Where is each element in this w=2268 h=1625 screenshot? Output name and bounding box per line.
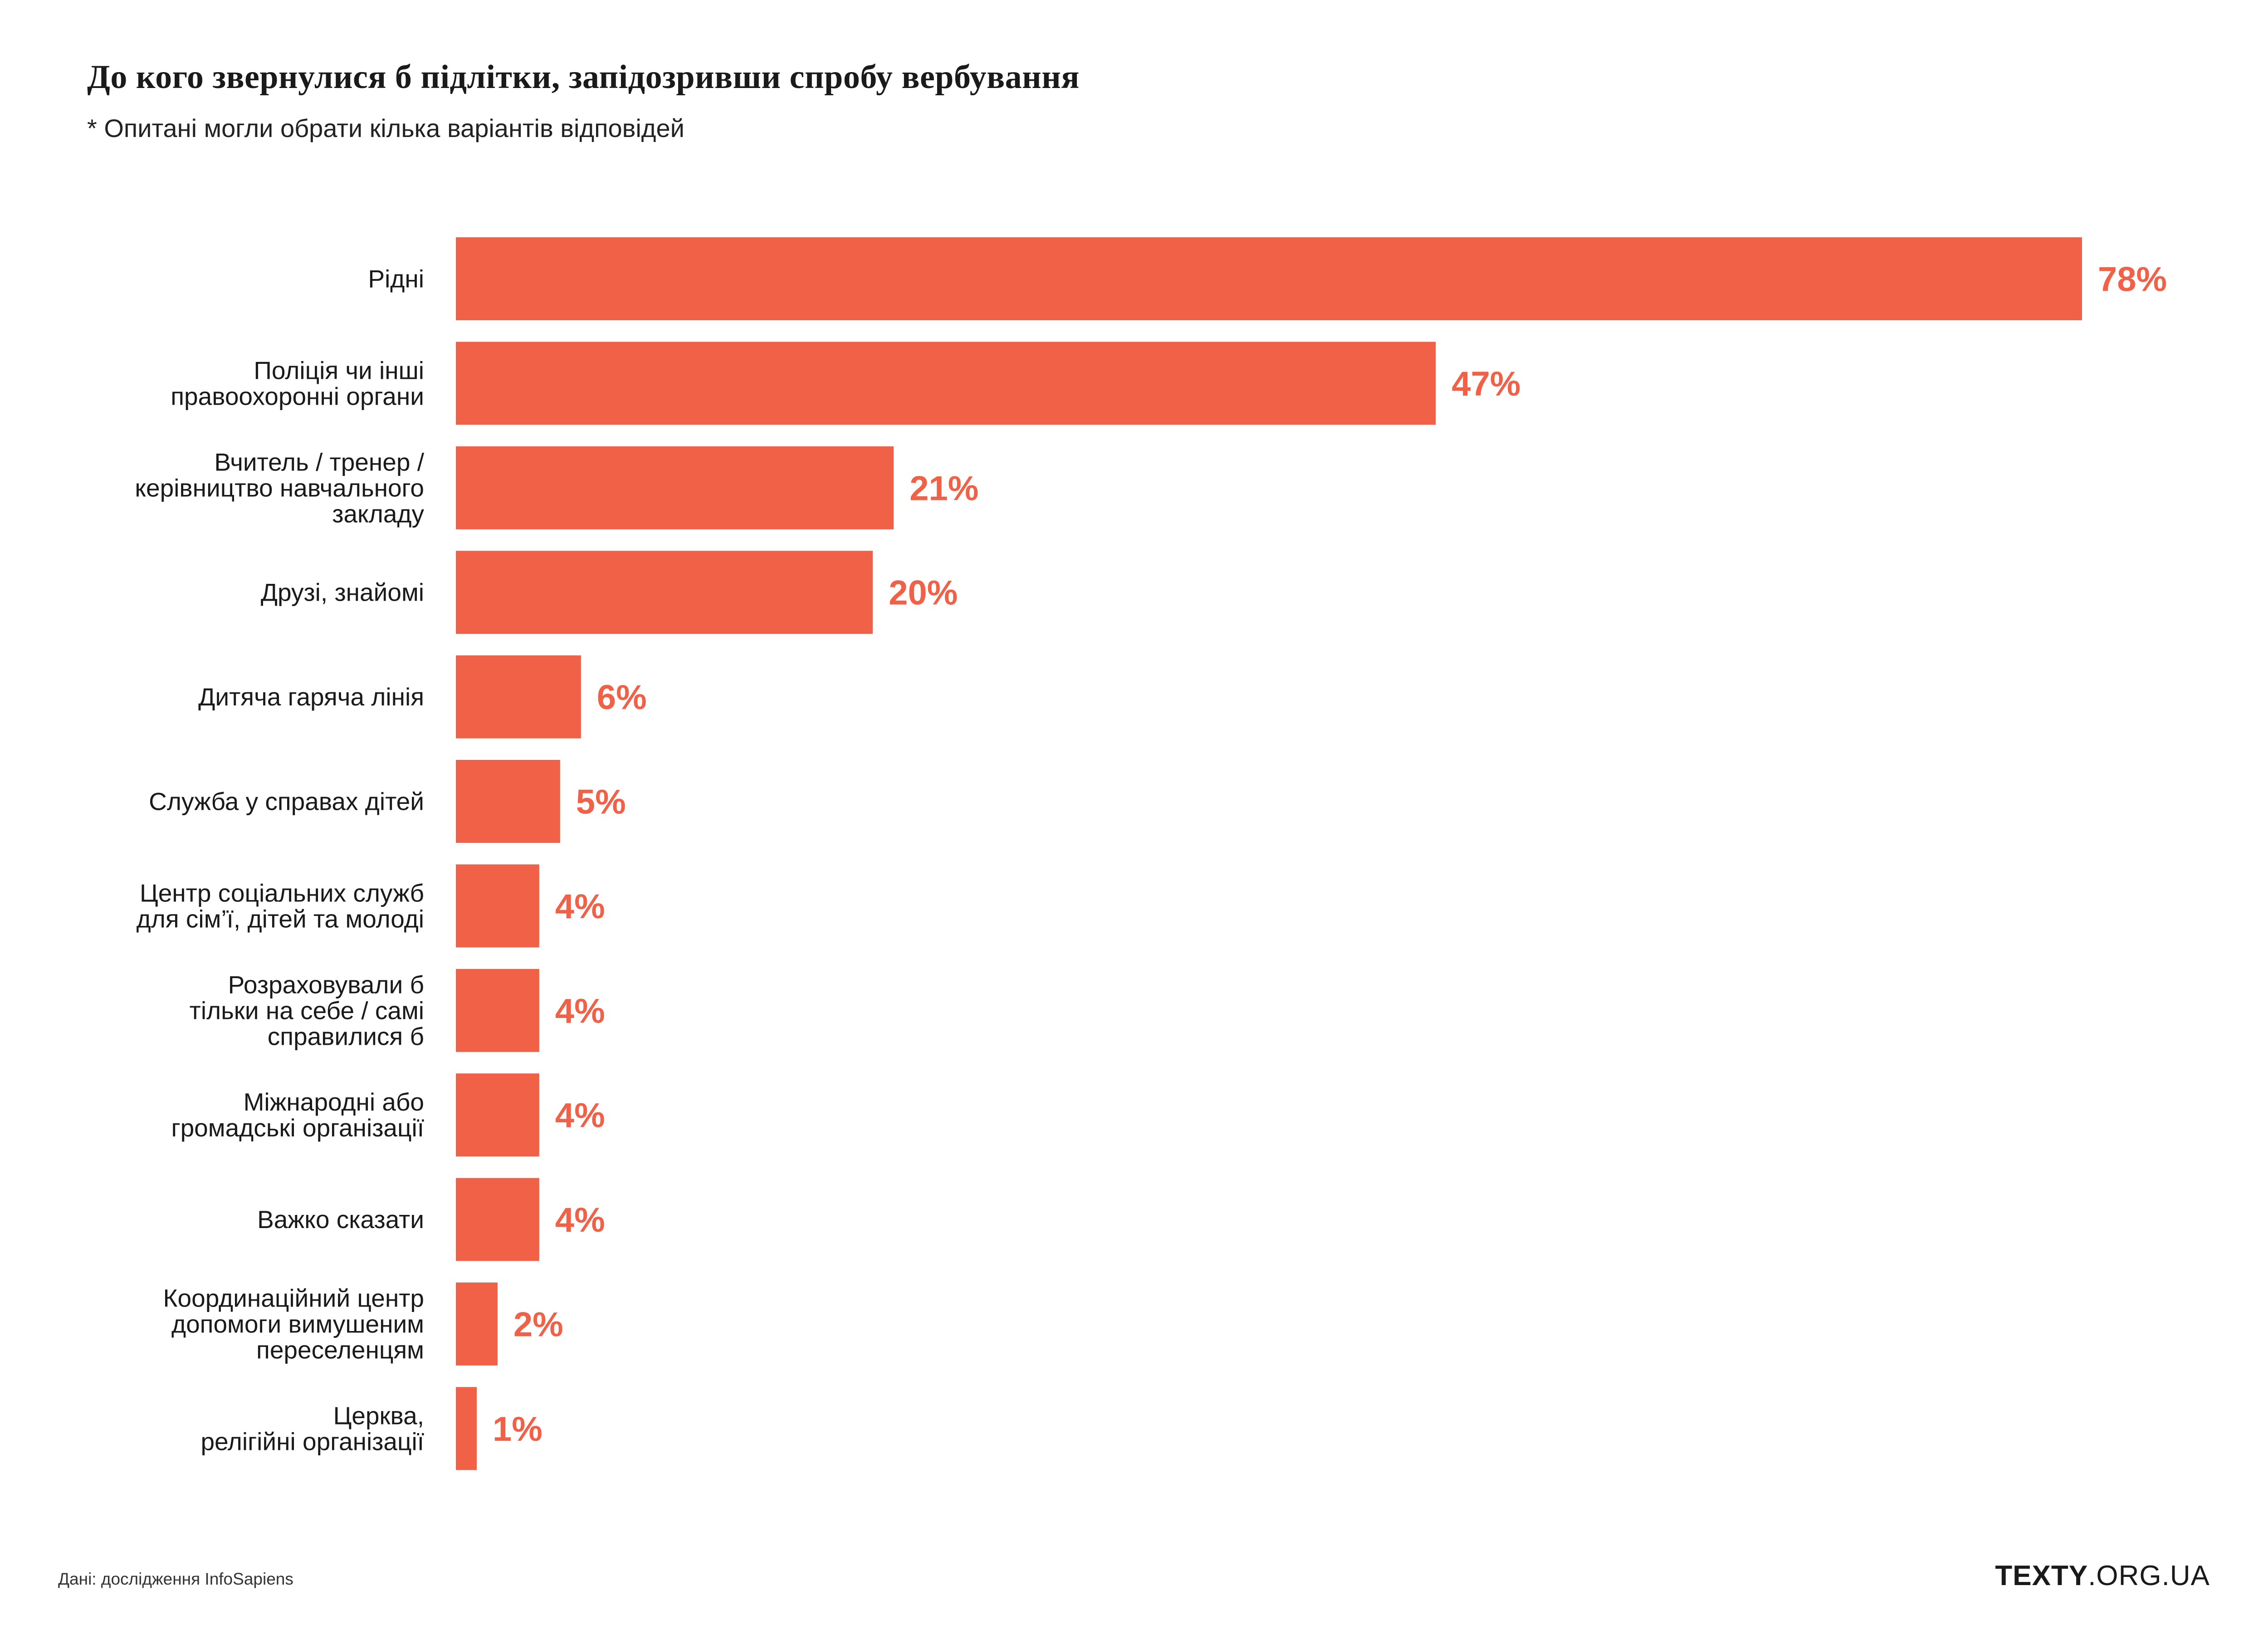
category-label-2-line-2: закладу	[332, 499, 424, 528]
value-label-8: 4%	[555, 1096, 605, 1135]
category-label-10-line-1: допомоги вимушеним	[171, 1310, 424, 1338]
category-label-5-line-0: Служба у справах дітей	[149, 788, 424, 816]
category-label-7-line-1: тільки на себе / самі	[190, 996, 424, 1024]
category-label-7-line-2: справилися б	[268, 1022, 424, 1050]
category-label-1-line-0: Поліція чи інші	[254, 356, 424, 384]
bar-11	[456, 1387, 477, 1470]
value-label-4: 6%	[597, 678, 647, 717]
chart-title: До кого звернулися б підлітки, запідозри…	[87, 59, 1080, 96]
category-label-9-line-0: Важко сказати	[257, 1205, 424, 1233]
bar-0	[456, 237, 2082, 320]
value-label-11: 1%	[493, 1410, 543, 1449]
value-label-2: 21%	[909, 469, 978, 508]
bar-2	[456, 446, 894, 529]
category-label-1-line-1: правоохоронні органи	[171, 382, 424, 410]
chart-subtitle: * Опитані могли обрати кілька варіантів …	[87, 114, 684, 142]
bar-8	[456, 1073, 539, 1157]
value-label-9: 4%	[555, 1201, 605, 1239]
category-label-8-line-1: громадські організації	[171, 1114, 424, 1142]
bar-6	[456, 864, 539, 948]
bar-7	[456, 969, 539, 1052]
category-label-10-line-0: Координаційний центр	[163, 1284, 425, 1312]
category-label-6-line-0: Центр соціальних служб	[140, 879, 424, 907]
category-label-7-line-0: Розраховували б	[228, 970, 424, 998]
category-label-10-line-2: переселенцям	[256, 1336, 424, 1364]
category-label-4-line-0: Дитяча гаряча лінія	[198, 683, 424, 711]
source-note: Дані: дослідження InfoSapiens	[58, 1570, 293, 1588]
category-label-0-line-0: Рідні	[368, 265, 424, 293]
value-label-6: 4%	[555, 887, 605, 926]
category-label-11-line-0: Церква,	[333, 1401, 424, 1429]
brand-logo: TEXTY.ORG.UA	[1995, 1560, 2210, 1592]
category-label-8-line-0: Міжнародні або	[244, 1088, 424, 1116]
category-label-2-line-0: Вчитель / тренер /	[214, 448, 424, 476]
bar-9	[456, 1178, 539, 1261]
value-label-7: 4%	[555, 992, 605, 1030]
bar-4	[456, 655, 581, 739]
value-label-3: 20%	[889, 574, 958, 612]
brand-logo-bold: TEXTY	[1995, 1560, 2088, 1591]
value-label-5: 5%	[576, 783, 626, 822]
brand-logo-rest: .ORG.UA	[2088, 1560, 2210, 1591]
category-label-3-line-0: Друзі, знайомі	[261, 578, 424, 607]
value-label-1: 47%	[1452, 365, 1520, 403]
bar-3	[456, 551, 873, 634]
bar-5	[456, 760, 560, 843]
category-label-11-line-1: релігійні організації	[200, 1427, 424, 1455]
bar-10	[456, 1282, 498, 1366]
category-label-6-line-1: для сім’ї, дітей та молоді	[137, 905, 424, 933]
value-label-10: 2%	[513, 1306, 563, 1344]
value-label-0: 78%	[2098, 260, 2167, 299]
category-label-2-line-1: керівництво навчального	[135, 474, 424, 502]
bar-1	[456, 342, 1436, 425]
